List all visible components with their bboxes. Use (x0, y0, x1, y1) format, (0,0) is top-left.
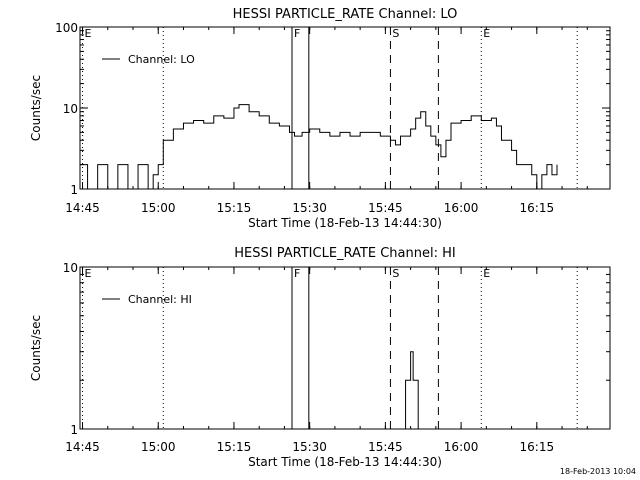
x-tick-label: 15:45 (368, 201, 403, 215)
x-tick-label: 15:15 (217, 440, 252, 454)
x-tick-label: 16:15 (520, 440, 555, 454)
y-tick-label: 1 (70, 423, 78, 437)
x-tick-label: 16:15 (520, 201, 555, 215)
x-tick-label: 16:00 (444, 201, 479, 215)
marker-label: F (294, 27, 300, 40)
y-axis-label: Counts/sec (29, 75, 43, 141)
x-tick-label: 15:00 (141, 440, 176, 454)
x-tick-label: 15:30 (292, 440, 327, 454)
x-tick-label: 15:15 (217, 201, 252, 215)
legend-entry: Channel: LO (128, 53, 195, 66)
y-tick-label: 1 (70, 183, 78, 197)
panel-1: HESSI PARTICLE_RATE Channel: LO 14:45 15:0… (29, 7, 611, 230)
series-line (80, 104, 558, 190)
x-axis-label: Start Time (18-Feb-13 14:44:30) (248, 455, 442, 469)
marker-label: S (392, 267, 399, 280)
x-tick-label: 15:30 (292, 201, 327, 215)
marker-label: E (85, 27, 92, 40)
chart-panels: HESSI PARTICLE_RATE Channel: LO 14:45 15:0… (29, 7, 611, 469)
marker-label: F (294, 267, 300, 280)
chart-title: HESSI PARTICLE_RATE Channel: HI (234, 246, 455, 261)
x-tick-label: 15:00 (141, 201, 176, 215)
x-axis-label: Start Time (18-Feb-13 14:44:30) (248, 216, 442, 230)
marker-label: E (483, 267, 490, 280)
marker-label: E (85, 267, 92, 280)
x-tick-label: 14:45 (65, 440, 100, 454)
y-tick-label: 100 (55, 21, 78, 35)
marker-label: E (483, 27, 490, 40)
timestamp: 18-Feb-2013 10:04 (560, 467, 636, 476)
y-tick-label: 10 (63, 102, 78, 116)
chart-title: HESSI PARTICLE_RATE Channel: LO (233, 7, 458, 22)
x-tick-label: 14:45 (65, 201, 100, 215)
plot-frame (79, 266, 611, 430)
y-tick-label: 10 (63, 261, 78, 275)
y-axis-label: Counts/sec (29, 315, 43, 381)
series-line (400, 351, 419, 430)
marker-label: S (392, 27, 399, 40)
legend-entry: Channel: HI (128, 293, 192, 306)
panel-2: HESSI PARTICLE_RATE Channel: HI 14:45 15:0… (29, 246, 611, 469)
x-tick-label: 16:00 (444, 440, 479, 454)
x-tick-label: 15:45 (368, 440, 403, 454)
